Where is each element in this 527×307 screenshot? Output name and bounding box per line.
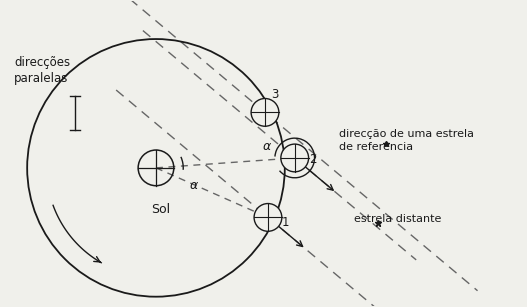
Text: 1: 1 <box>282 216 289 229</box>
Circle shape <box>254 204 282 231</box>
Text: Sol: Sol <box>151 203 171 216</box>
Circle shape <box>281 144 309 172</box>
Text: direcções
paralelas: direcções paralelas <box>14 56 71 85</box>
Text: estrela distante: estrela distante <box>354 214 442 224</box>
Text: 3: 3 <box>271 88 279 101</box>
Text: α: α <box>190 179 198 192</box>
Text: direcção de uma estrela
de referência: direcção de uma estrela de referência <box>339 129 474 152</box>
Text: α: α <box>263 140 271 153</box>
Text: 2: 2 <box>309 154 316 166</box>
Circle shape <box>251 99 279 126</box>
